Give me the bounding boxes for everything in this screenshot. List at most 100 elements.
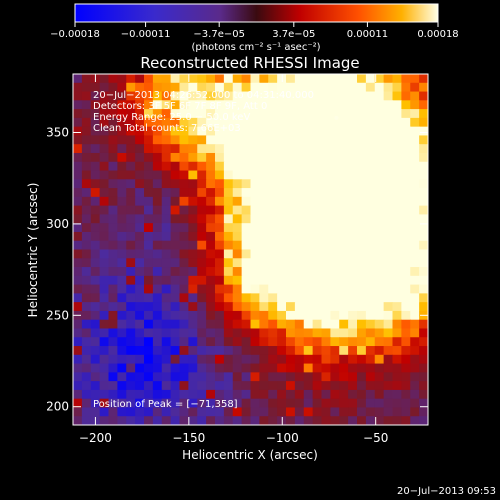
heatmap-cell — [90, 293, 101, 303]
heatmap-cell — [374, 337, 385, 347]
heatmap-cell — [410, 249, 420, 259]
heatmap-cell — [250, 223, 260, 233]
heatmap-cell — [383, 319, 394, 330]
heatmap-cell — [161, 214, 172, 224]
heatmap-cell — [365, 328, 376, 338]
heatmap-cell — [303, 170, 314, 180]
heatmap-cell — [286, 389, 296, 400]
heatmap-cell — [339, 363, 349, 373]
heatmap-cell — [259, 275, 269, 286]
heatmap-cell — [357, 284, 367, 294]
heatmap-cell — [188, 144, 198, 154]
heatmap-cell — [99, 372, 110, 382]
heatmap-cell — [108, 319, 118, 330]
heatmap-cell — [392, 214, 402, 224]
heatmap-cell — [215, 302, 225, 312]
heatmap-cell — [419, 152, 428, 163]
heatmap-cell — [108, 346, 118, 356]
heatmap-cell — [197, 152, 207, 163]
heatmap-cell — [126, 240, 136, 251]
heatmap-cell — [117, 117, 127, 128]
heatmap-cell — [206, 302, 216, 312]
heatmap-cell — [330, 91, 340, 101]
heatmap-cell — [277, 126, 287, 137]
heatmap-cell — [321, 337, 331, 347]
heatmap-cell — [126, 223, 136, 233]
heatmap-cell — [241, 91, 252, 101]
heatmap-cell — [108, 135, 118, 145]
heatmap-cell — [277, 117, 287, 128]
heatmap-cell — [81, 354, 92, 365]
heatmap-cell — [383, 354, 394, 365]
heatmap-cell — [268, 188, 278, 198]
heatmap-cell — [365, 161, 376, 172]
heatmap-cell — [321, 363, 331, 373]
heatmap-cell — [170, 319, 181, 330]
heatmap-cell — [117, 205, 127, 216]
heatmap-cell — [170, 117, 181, 128]
heatmap-cell — [232, 231, 243, 242]
heatmap-cell — [108, 100, 118, 110]
heatmap-cell — [170, 188, 181, 198]
heatmap-cell — [312, 249, 323, 259]
heatmap-cell — [206, 310, 216, 321]
heatmap-cell — [232, 117, 243, 128]
heatmap-cell — [241, 170, 252, 180]
heatmap-cell — [330, 416, 340, 425]
heatmap-cell — [135, 302, 145, 312]
heatmap-cell — [365, 389, 376, 400]
heatmap-cell — [90, 152, 101, 163]
heatmap-cell — [117, 267, 127, 277]
heatmap-cell — [152, 214, 163, 224]
heatmap-cell — [401, 267, 411, 277]
heatmap-cell — [303, 100, 314, 110]
heatmap-cell — [330, 117, 340, 128]
heatmap-cell — [357, 389, 367, 400]
heatmap-cell — [268, 152, 278, 163]
heatmap-cell — [223, 152, 234, 163]
heatmap-cell — [144, 74, 154, 84]
heatmap-cell — [179, 91, 189, 101]
heatmap-cell — [81, 126, 92, 137]
heatmap-cell — [126, 152, 136, 163]
heatmap-cell — [241, 310, 252, 321]
heatmap-cell — [321, 398, 331, 409]
heatmap-cell — [348, 179, 358, 189]
heatmap-cell — [259, 144, 269, 154]
heatmap-cell — [197, 82, 207, 93]
heatmap-cell — [294, 231, 305, 242]
heatmap-cell — [294, 109, 305, 119]
heatmap-cell — [90, 117, 101, 128]
heatmap-cell — [339, 381, 349, 391]
heatmap-cell — [188, 82, 198, 93]
heatmap-cell — [330, 372, 340, 382]
heatmap-cell — [268, 293, 278, 303]
heatmap-cell — [241, 126, 252, 137]
heatmap-cell — [357, 188, 367, 198]
heatmap-cell — [392, 135, 402, 145]
heatmap-cell — [294, 100, 305, 110]
heatmap-cell — [188, 363, 198, 373]
heatmap-cell — [206, 398, 216, 409]
heatmap-cell — [90, 328, 101, 338]
heatmap-cell — [401, 91, 411, 101]
heatmap-cell — [348, 372, 358, 382]
heatmap-cell — [241, 258, 252, 268]
heatmap-cell — [410, 74, 420, 84]
heatmap-cell — [383, 144, 394, 154]
heatmap-cell — [419, 100, 428, 110]
heatmap-cell — [170, 74, 181, 84]
heatmap-cell — [90, 267, 101, 277]
heatmap-cell — [232, 188, 243, 198]
heatmap-cell — [170, 310, 181, 321]
heatmap-cell — [232, 284, 243, 294]
heatmap-cell — [339, 407, 349, 417]
heatmap-cell — [90, 319, 101, 330]
heatmap-cell — [374, 109, 385, 119]
heatmap-cell — [383, 74, 394, 84]
heatmap-cell — [286, 363, 296, 373]
heatmap-cell — [410, 275, 420, 286]
heatmap-cell — [126, 144, 136, 154]
heatmap-cell — [99, 275, 110, 286]
heatmap-cell — [126, 135, 136, 145]
